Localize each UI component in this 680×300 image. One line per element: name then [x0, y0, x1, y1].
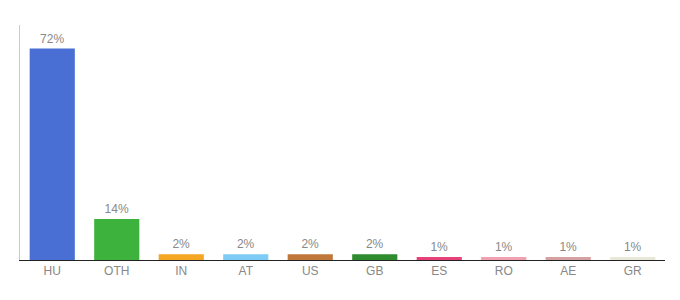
svg-text:OTH: OTH — [104, 264, 129, 278]
svg-text:1%: 1% — [495, 240, 513, 254]
svg-text:2%: 2% — [172, 237, 190, 251]
svg-text:AT: AT — [239, 264, 254, 278]
svg-text:GR: GR — [624, 264, 642, 278]
svg-text:RO: RO — [495, 264, 513, 278]
svg-text:ES: ES — [431, 264, 447, 278]
svg-text:IN: IN — [175, 264, 187, 278]
svg-text:2%: 2% — [366, 237, 384, 251]
svg-text:GB: GB — [366, 264, 383, 278]
svg-text:2%: 2% — [237, 237, 255, 251]
svg-text:1%: 1% — [559, 240, 577, 254]
svg-text:14%: 14% — [105, 202, 129, 216]
svg-text:1%: 1% — [624, 240, 642, 254]
svg-text:HU: HU — [44, 264, 61, 278]
svg-text:72%: 72% — [40, 32, 64, 46]
svg-text:US: US — [302, 264, 319, 278]
svg-text:AE: AE — [560, 264, 576, 278]
svg-text:2%: 2% — [301, 237, 319, 251]
svg-text:1%: 1% — [430, 240, 448, 254]
